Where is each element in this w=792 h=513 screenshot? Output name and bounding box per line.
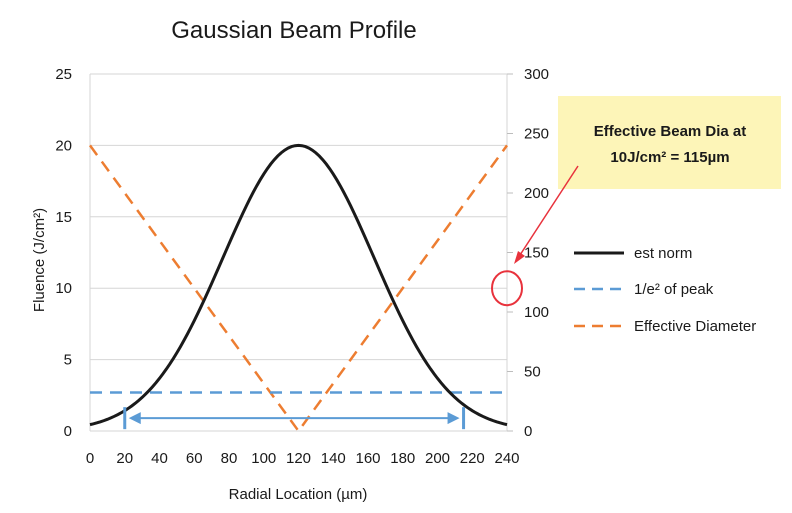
x-tick-160: 160 [355, 450, 380, 467]
y-axis-ticks: 0 5 10 15 20 25 [55, 66, 72, 440]
y-tick-15: 15 [55, 209, 72, 226]
callout-arrow-head [514, 251, 525, 264]
y2-tick-100: 100 [524, 304, 549, 321]
y2-tick-150: 150 [524, 245, 549, 262]
legend-label-2: Effective Diameter [634, 318, 756, 335]
grid-lines [90, 73, 507, 361]
beam-width-arrow [123, 407, 466, 430]
y-tick-20: 20 [55, 137, 72, 154]
y-tick-0: 0 [64, 423, 72, 440]
x-tick-180: 180 [390, 450, 415, 467]
y2-axis-ticks: 0 50 100 150 200 250 300 [507, 66, 549, 440]
x-axis-ticks: 0 20 40 60 80 100 120 140 160 180 200 220 240 [86, 450, 520, 467]
x-tick-20: 20 [116, 450, 133, 467]
series-effective-diameter [88, 144, 509, 434]
y-tick-5: 5 [64, 352, 72, 369]
x-tick-100: 100 [251, 450, 276, 467]
y2-tick-250: 250 [524, 126, 549, 143]
y2-tick-0: 0 [524, 423, 532, 440]
width-arrow-left-head [128, 412, 141, 425]
legend: est norm 1/e² of peak Effective Diameter [574, 245, 756, 335]
legend-label-1: 1/e² of peak [634, 281, 714, 298]
series-group [88, 143, 509, 434]
y-tick-25: 25 [55, 66, 72, 83]
x-tick-220: 220 [460, 450, 485, 467]
x-tick-200: 200 [425, 450, 450, 467]
y2-tick-300: 300 [524, 66, 549, 83]
callout-arrow-line [519, 165, 579, 256]
x-tick-60: 60 [186, 450, 203, 467]
chart-title: Gaussian Beam Profile [171, 17, 416, 44]
y-tick-10: 10 [55, 280, 72, 297]
y2-tick-50: 50 [524, 364, 541, 381]
width-arrow-right-head [447, 412, 460, 425]
y-axis-label: Fluence (J/cm²) [31, 208, 48, 312]
series-est-norm [89, 143, 508, 427]
x-tick-0: 0 [86, 450, 94, 467]
annotation-callout: Effective Beam Dia at 10J/cm² = 115µm [491, 96, 781, 307]
callout-line-2: 10J/cm² = 115µm [610, 149, 729, 166]
x-tick-240: 240 [494, 450, 519, 467]
x-axis-label: Radial Location (µm) [229, 486, 368, 503]
callout-line-1: Effective Beam Dia at [594, 123, 747, 140]
x-tick-120: 120 [286, 450, 311, 467]
callout-box [558, 96, 781, 189]
x-tick-80: 80 [221, 450, 238, 467]
x-tick-40: 40 [151, 450, 168, 467]
axes [89, 74, 508, 432]
callout-marker-circle [491, 270, 523, 307]
x-tick-140: 140 [321, 450, 346, 467]
legend-label-0: est norm [634, 245, 692, 262]
y2-tick-200: 200 [524, 185, 549, 202]
